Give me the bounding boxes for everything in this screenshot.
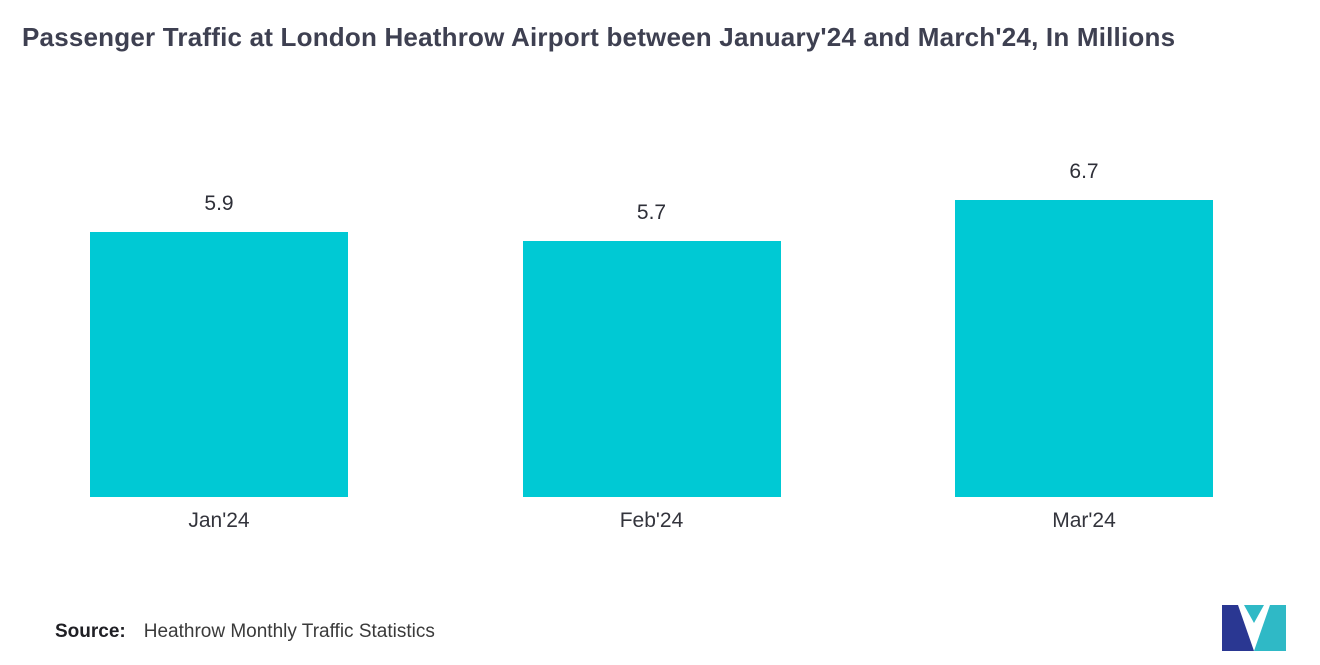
bar-value-label: 5.9 [204, 191, 234, 215]
bar-group-jan: 5.9 [90, 160, 348, 497]
chart-title: Passenger Traffic at London Heathrow Air… [22, 22, 1176, 52]
x-axis-label-feb: Feb'24 [619, 509, 684, 532]
plot-area: 5.9 5.7 6.7 [90, 160, 1213, 497]
brand-logo-icon [1222, 605, 1286, 651]
bar-value-label: 6.7 [1069, 160, 1099, 183]
source-label: Source: [55, 621, 126, 642]
brand-logo-left-shape [1222, 605, 1254, 651]
brand-logo-right-shape [1254, 605, 1286, 651]
bar-jan [90, 231, 348, 497]
bar-mar [955, 200, 1213, 497]
x-axis-label-jan: Jan'24 [188, 509, 250, 532]
x-axis-label-mar: Mar'24 [1052, 509, 1116, 532]
bar-value-label: 5.7 [636, 200, 667, 224]
source-text: Heathrow Monthly Traffic Statistics [143, 621, 435, 642]
bar-group-feb: 5.7 [522, 160, 781, 497]
bar-feb [522, 240, 781, 497]
bar-group-mar: 6.7 [955, 160, 1213, 497]
brand-logo-center-shape [1244, 605, 1264, 623]
source-attribution: Source: Heathrow Monthly Traffic Statist… [55, 621, 435, 643]
x-axis-labels: Jan'24 Feb'24 Mar'24 [90, 509, 1213, 533]
